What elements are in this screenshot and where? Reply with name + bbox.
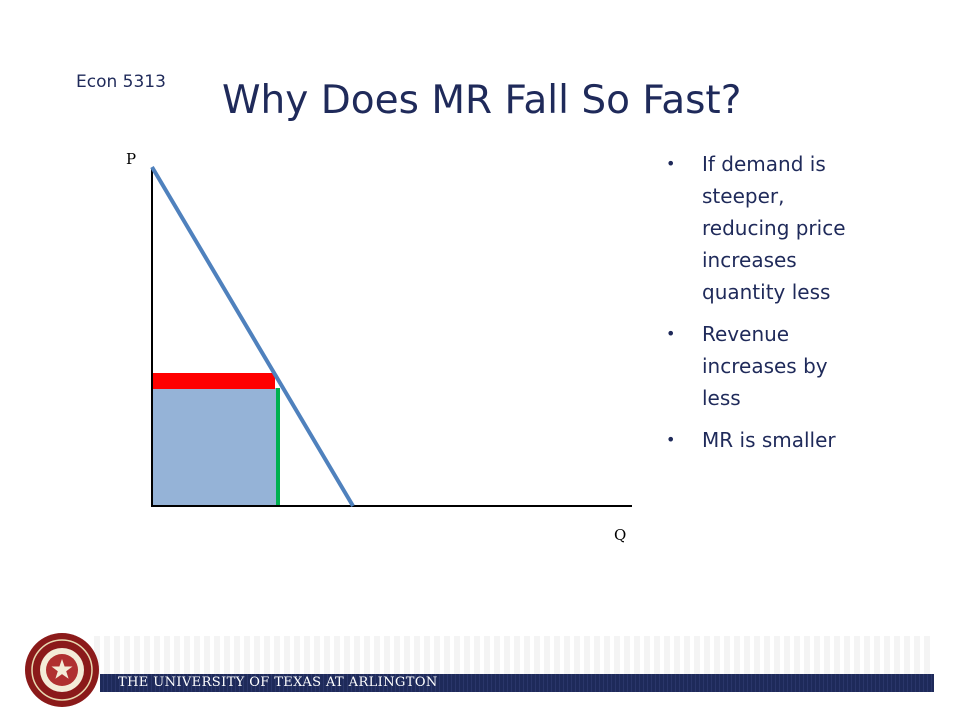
university-name: THE UNIVERSITY OF TEXAS AT ARLINGTON bbox=[118, 675, 438, 690]
price-loss-area bbox=[152, 373, 275, 389]
bullet-item: MR is smaller bbox=[662, 424, 862, 456]
bullet-list: If demand is steeper, reducing price inc… bbox=[662, 148, 862, 466]
course-label: Econ 5313 bbox=[76, 72, 166, 92]
university-seal-icon bbox=[25, 633, 99, 707]
price-axis-label: P bbox=[126, 150, 136, 168]
footer-bar bbox=[100, 674, 934, 692]
revenue-area bbox=[152, 388, 277, 506]
bullet-item: If demand is steeper, reducing price inc… bbox=[662, 148, 862, 308]
demand-diagram: P Q bbox=[126, 150, 632, 544]
footer: THE UNIVERSITY OF TEXAS AT ARLINGTON bbox=[0, 630, 960, 720]
bullet-item: Revenue increases by less bbox=[662, 318, 862, 414]
quantity-axis-label: Q bbox=[614, 526, 626, 544]
slide-title: Why Does MR Fall So Fast? bbox=[222, 78, 742, 123]
demand-curve bbox=[150, 165, 355, 508]
footer-band bbox=[94, 636, 934, 674]
